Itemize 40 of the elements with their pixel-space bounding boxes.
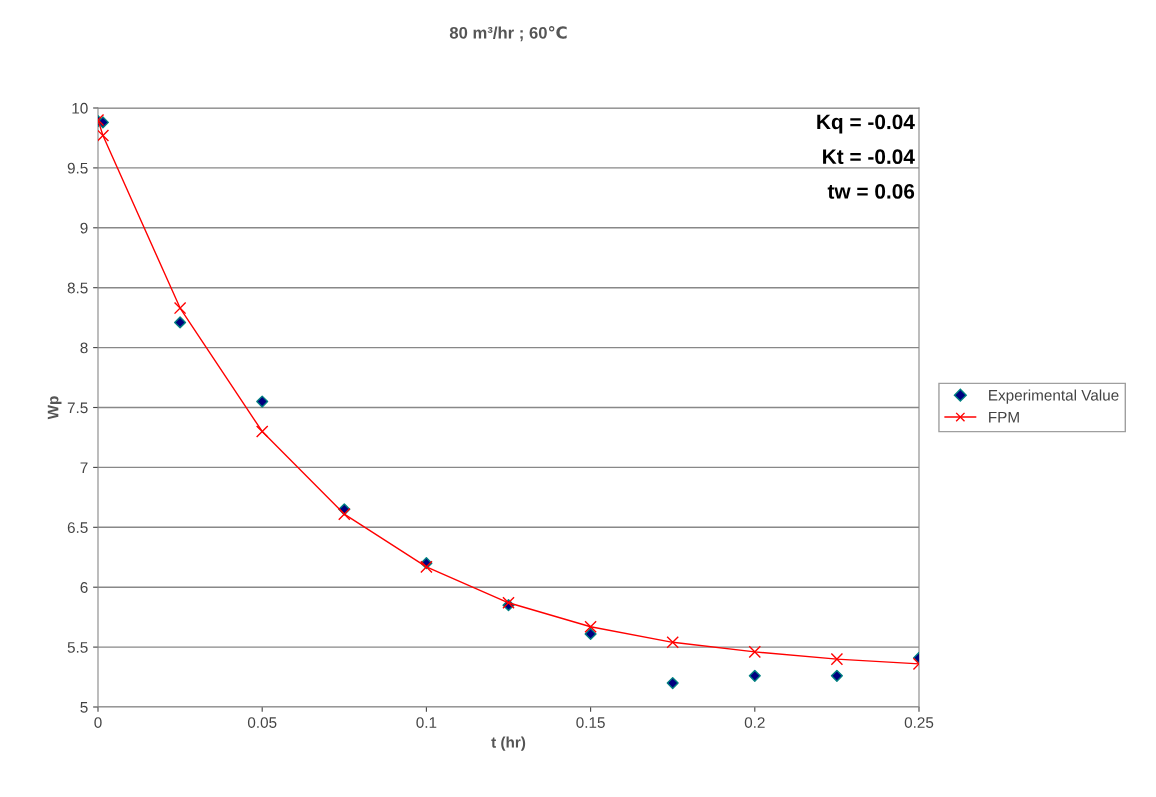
point <box>256 395 269 408</box>
point <box>666 636 679 649</box>
point <box>830 652 844 666</box>
point <box>748 645 762 659</box>
y-tick-label: 7 <box>80 462 88 473</box>
x-tick-label: 0.15 <box>576 717 605 728</box>
y-tick-label: 7.5 <box>67 402 88 414</box>
point <box>666 676 679 690</box>
point <box>338 507 351 521</box>
annotation: Kq = -0.04 <box>817 114 915 134</box>
point <box>584 627 597 640</box>
y-tick-label: 5 <box>80 702 88 713</box>
legend-label: Experimental Value <box>989 389 1119 404</box>
y-tick-label: 8.5 <box>67 282 88 294</box>
y-tick-label: 6.5 <box>67 522 88 533</box>
annotation: Kt = -0.04 <box>823 149 915 165</box>
annotation: tw = 0.06 <box>827 184 915 199</box>
legend-label: FPM <box>989 411 1019 423</box>
x-tick-label: 0.2 <box>744 717 765 728</box>
chart-title: 80 m³/hr ; 60℃ <box>449 26 567 42</box>
point <box>173 301 187 315</box>
x-axis-title: t (hr) <box>491 736 526 751</box>
point <box>584 620 597 633</box>
y-tick-label: 9 <box>80 222 88 234</box>
y-tick-label: 5.5 <box>67 642 88 653</box>
y-tick-label: 9.5 <box>67 162 88 174</box>
y-tick-label: 10 <box>72 102 88 114</box>
point <box>98 129 110 142</box>
y-tick-label: 6 <box>80 582 88 593</box>
point <box>420 560 433 574</box>
x-tick-label: 0 <box>94 717 102 728</box>
y-tick-label: 8 <box>80 342 88 354</box>
x-tick-label: 0.05 <box>247 717 277 728</box>
point <box>748 669 761 682</box>
point <box>174 316 187 329</box>
y-axis-title: Wp <box>47 396 62 420</box>
point <box>255 425 269 438</box>
x-tick-label: 0.25 <box>904 717 934 728</box>
x-tick-label: 0.1 <box>416 717 437 728</box>
point <box>830 669 843 682</box>
